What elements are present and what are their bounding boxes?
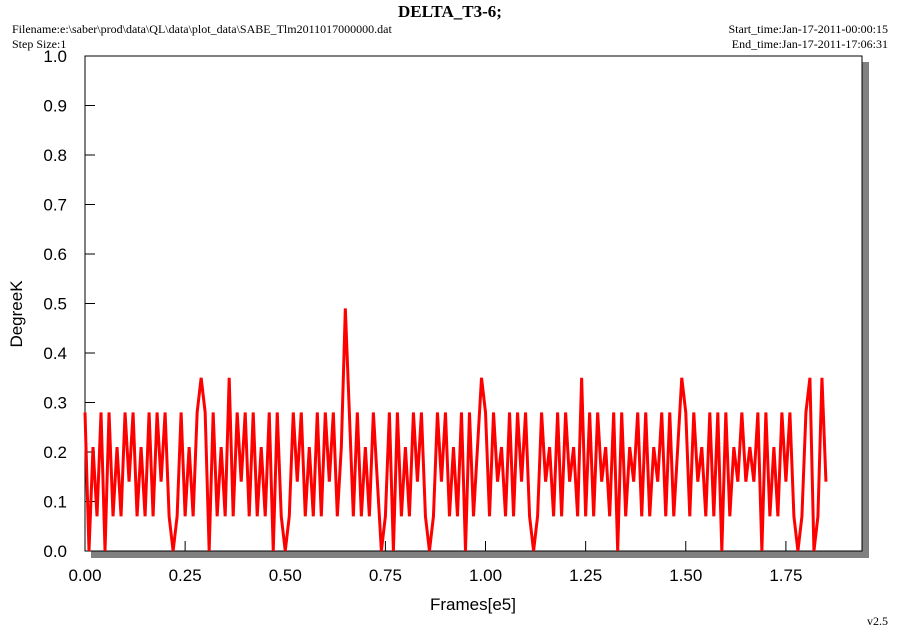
x-tick-label: 1.00: [469, 566, 502, 585]
chart-title: DELTA_T3-6;: [398, 2, 502, 21]
y-tick-label: 0.4: [43, 344, 67, 363]
step-size: Step Size:1: [12, 37, 66, 51]
y-tick-label: 0.8: [43, 146, 67, 165]
y-tick-label: 0.6: [43, 245, 67, 264]
x-tick-label: 1.50: [669, 566, 702, 585]
y-tick-label: 0.1: [43, 493, 67, 512]
x-tick-label: 1.25: [569, 566, 602, 585]
x-tick-label: 0.00: [68, 566, 101, 585]
end-time: End_time:Jan-17-2011-17:06:31: [732, 37, 888, 51]
version: v2.5: [867, 614, 888, 628]
y-tick-label: 0.9: [43, 97, 67, 116]
y-tick-label: 1.0: [43, 47, 67, 66]
x-tick-label: 0.25: [169, 566, 202, 585]
y-tick-label: 0.2: [43, 443, 67, 462]
x-tick-label: 0.75: [369, 566, 402, 585]
y-tick-label: 0.0: [43, 542, 67, 561]
start-time: Start_time:Jan-17-2011-00:00:15: [728, 22, 888, 36]
y-tick-label: 0.5: [43, 295, 67, 314]
data-line: [83, 308, 828, 552]
y-axis-label: DegreeK: [7, 280, 26, 348]
y-tick-label: 0.7: [43, 196, 67, 215]
x-tick-label: 0.50: [269, 566, 302, 585]
x-tick-label: 1.75: [769, 566, 802, 585]
y-tick-label: 0.3: [43, 394, 67, 413]
x-axis-label: Frames[e5]: [430, 595, 516, 614]
filename: Filename:e:\saber\prod\data\QL\data\plot…: [12, 22, 392, 36]
